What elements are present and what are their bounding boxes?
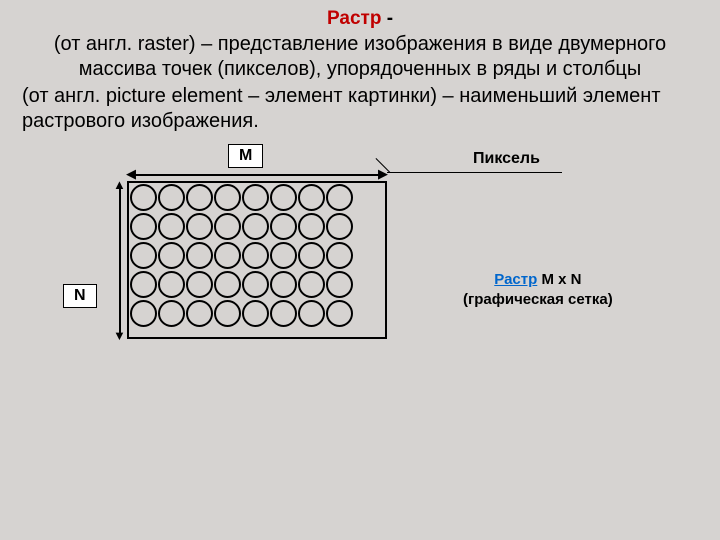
pixel-circle [298,184,325,211]
pixel-circle [242,271,269,298]
n-arrow-line [119,186,121,334]
n-arrow-down: ▼ [113,329,126,342]
pixel-circle [270,271,297,298]
side-caption: Растр M x N (графическая сетка) [463,270,613,309]
label-n: N [63,284,97,308]
pixel-circle [298,300,325,327]
pixel-circle [130,184,157,211]
pixel-circle [270,242,297,269]
grid-row [129,212,385,241]
side-mxn: M x N [537,271,581,288]
pixel-circle [298,271,325,298]
pixel-circle [158,213,185,240]
pixel-circle [214,213,241,240]
grid-row [129,270,385,299]
pixel-circle [242,242,269,269]
pixel-circle [270,184,297,211]
pixel-circle [242,213,269,240]
pixel-circle [214,300,241,327]
pixel-circle [214,184,241,211]
pixel-circle [158,242,185,269]
label-m: M [228,144,263,168]
pixel-circle [326,300,353,327]
pixel-circle [186,271,213,298]
pixel-circle [298,213,325,240]
side-subtitle: (графическая сетка) [463,291,613,308]
pixel-circle [242,184,269,211]
pixel-circle [186,300,213,327]
grid-row [129,299,385,328]
pixel-circle [130,300,157,327]
title-dash: - [381,8,393,29]
n-arrow-up: ▲ [113,178,126,191]
pixel-pointer [387,172,562,173]
pixel-circle [214,271,241,298]
m-arrow-line [131,174,383,176]
grid-row [129,241,385,270]
pixel-circle [130,271,157,298]
pixel-circle [158,300,185,327]
pixel-circle [186,213,213,240]
pixel-circle [298,242,325,269]
grid-row [129,183,385,212]
pixel-circle [326,271,353,298]
label-pixel: Пиксель [463,148,550,170]
pixel-circle [270,300,297,327]
pixel-circle [158,271,185,298]
title: Растр - [18,8,702,30]
pixel-grid [127,181,387,339]
definition-pixel: (от англ. picture element – элемент карт… [18,84,702,134]
pixel-circle [270,213,297,240]
pixel-circle [130,213,157,240]
pixel-circle [326,242,353,269]
pixel-circle [326,213,353,240]
pixel-circle [186,242,213,269]
figure: M N Пиксель Растр M x N (графическая сет… [18,144,698,394]
m-arrow-left: ◀ [126,167,136,180]
title-word: Растр [327,8,381,29]
pixel-circle [214,242,241,269]
pixel-circle [186,184,213,211]
pixel-circle [326,184,353,211]
pixel-circle [158,184,185,211]
pixel-circle [130,242,157,269]
definition-raster: (от англ. raster) – представление изобра… [18,32,702,82]
side-rastr-word: Растр [494,271,537,288]
pixel-circle [242,300,269,327]
slide: Растр - (от англ. raster) – представлени… [0,0,720,540]
